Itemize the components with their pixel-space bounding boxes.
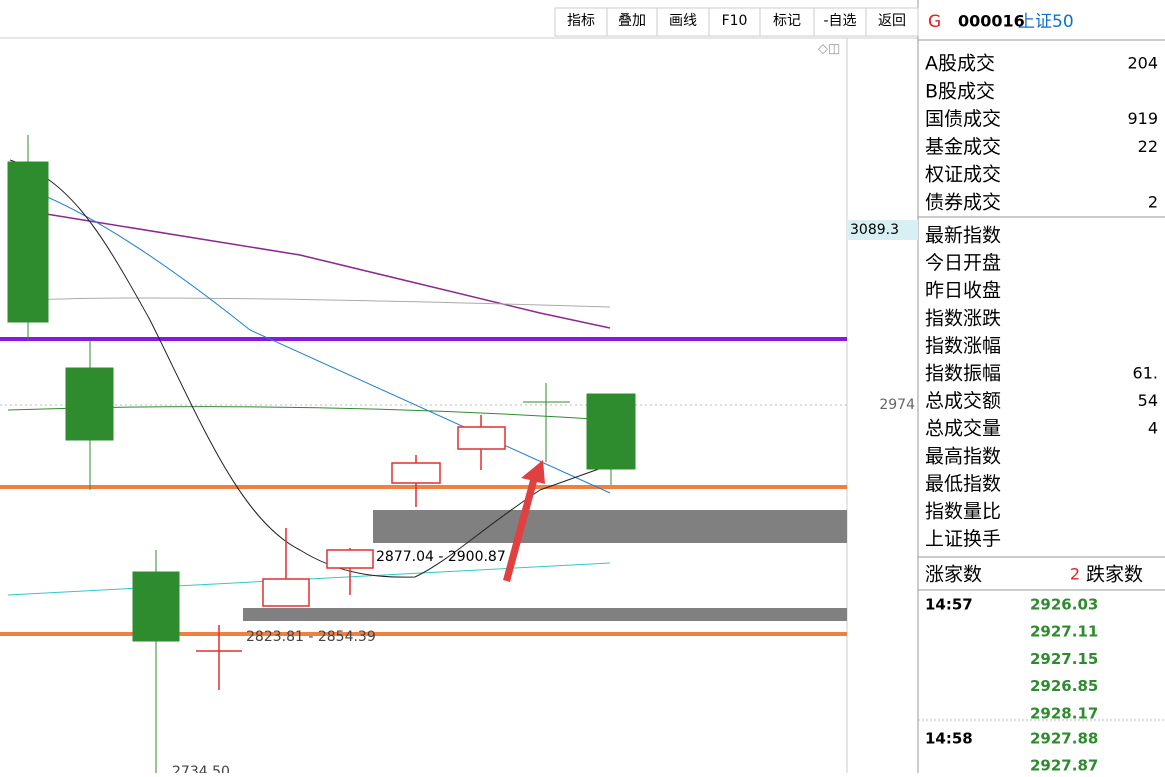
low-label: 2734.50 — [172, 764, 230, 773]
range-label: 2877.04 - 2900.87 — [376, 549, 506, 565]
row-label: 权证成交 — [925, 164, 1001, 186]
toolbar-button[interactable] — [865, 7, 919, 37]
row-label: 指数涨跌 — [925, 307, 1001, 329]
tick-time: 14:57 — [925, 596, 973, 614]
toolbar-button[interactable] — [813, 7, 867, 37]
row-label: 指数振幅 — [925, 363, 1001, 385]
row-label: 基金成交 — [925, 136, 1001, 158]
chart-icons: ◇◫ — [818, 42, 840, 57]
row-value: 919 — [1127, 109, 1158, 128]
tick-time: 14:58 — [925, 730, 973, 748]
breadth-label: 跌家数 — [1086, 564, 1143, 586]
tick-price: 2926.03 — [1030, 596, 1098, 614]
row-label: 国债成交 — [925, 108, 1001, 130]
toolbar-label[interactable]: 指标 — [567, 13, 595, 29]
row-label: 指数涨幅 — [925, 335, 1001, 357]
tick-price: 2928.17 — [1030, 704, 1098, 722]
tick-price: 2927.87 — [1030, 757, 1098, 773]
toolbar-label[interactable]: 标记 — [773, 13, 801, 29]
row-label: 总成交额 — [925, 390, 1001, 412]
row-label: 总成交量 — [925, 418, 1001, 440]
range-label: 2823.81 - 2854.39 — [246, 629, 376, 645]
toolbar-button[interactable] — [554, 7, 608, 37]
row-label: 债券成交 — [925, 192, 1001, 214]
breadth-label: 涨家数 — [925, 564, 982, 586]
breadth-value: 2 — [1070, 565, 1080, 584]
price-tag-box — [847, 220, 918, 240]
row-label: 今日开盘 — [925, 252, 1001, 274]
row-label: A股成交 — [925, 53, 995, 75]
row-label: 昨日收盘 — [925, 280, 1001, 302]
toolbar-button[interactable] — [708, 7, 761, 37]
toolbar-button[interactable] — [606, 7, 658, 37]
toolbar-button[interactable] — [759, 7, 815, 37]
row-value: 22 — [1138, 137, 1158, 156]
row-value: 54 — [1138, 391, 1158, 410]
row-label: 指数量比 — [925, 501, 1001, 523]
code: 000016 — [958, 12, 1025, 31]
row-label: 最高指数 — [925, 445, 1001, 467]
toolbar-label[interactable]: 返回 — [878, 13, 906, 29]
ma-line — [9, 159, 611, 578]
row-label: 最低指数 — [925, 473, 1001, 495]
row-value: 2 — [1148, 193, 1158, 212]
price-tag: 3089.3 — [850, 222, 899, 238]
ma-line — [39, 212, 611, 329]
toolbar-label[interactable]: 画线 — [669, 13, 697, 29]
row-label: B股成交 — [925, 80, 995, 102]
gray-band — [243, 608, 847, 621]
marker: G — [928, 12, 941, 32]
gray-band — [373, 510, 847, 543]
toolbar-label[interactable]: F10 — [722, 13, 748, 29]
candles-red — [196, 415, 506, 690]
row-label: 最新指数 — [925, 225, 1001, 247]
tick-price: 2927.11 — [1030, 623, 1098, 641]
row-value: 204 — [1127, 54, 1158, 73]
arrow — [503, 460, 545, 582]
index-name: 上证50 — [1018, 12, 1074, 32]
row-value: 61. — [1133, 364, 1158, 383]
row-value: 4 — [1148, 419, 1158, 438]
tick-price: 2926.85 — [1030, 677, 1098, 695]
toolbar-label[interactable]: -自选 — [823, 13, 856, 29]
price-tag: 2974 — [879, 397, 915, 413]
row-label: 上证换手 — [925, 528, 1001, 550]
candles-green — [7, 135, 636, 773]
tick-price: 2927.88 — [1030, 730, 1098, 748]
tick-price: 2927.15 — [1030, 650, 1098, 668]
toolbar-label[interactable]: 叠加 — [618, 13, 646, 29]
